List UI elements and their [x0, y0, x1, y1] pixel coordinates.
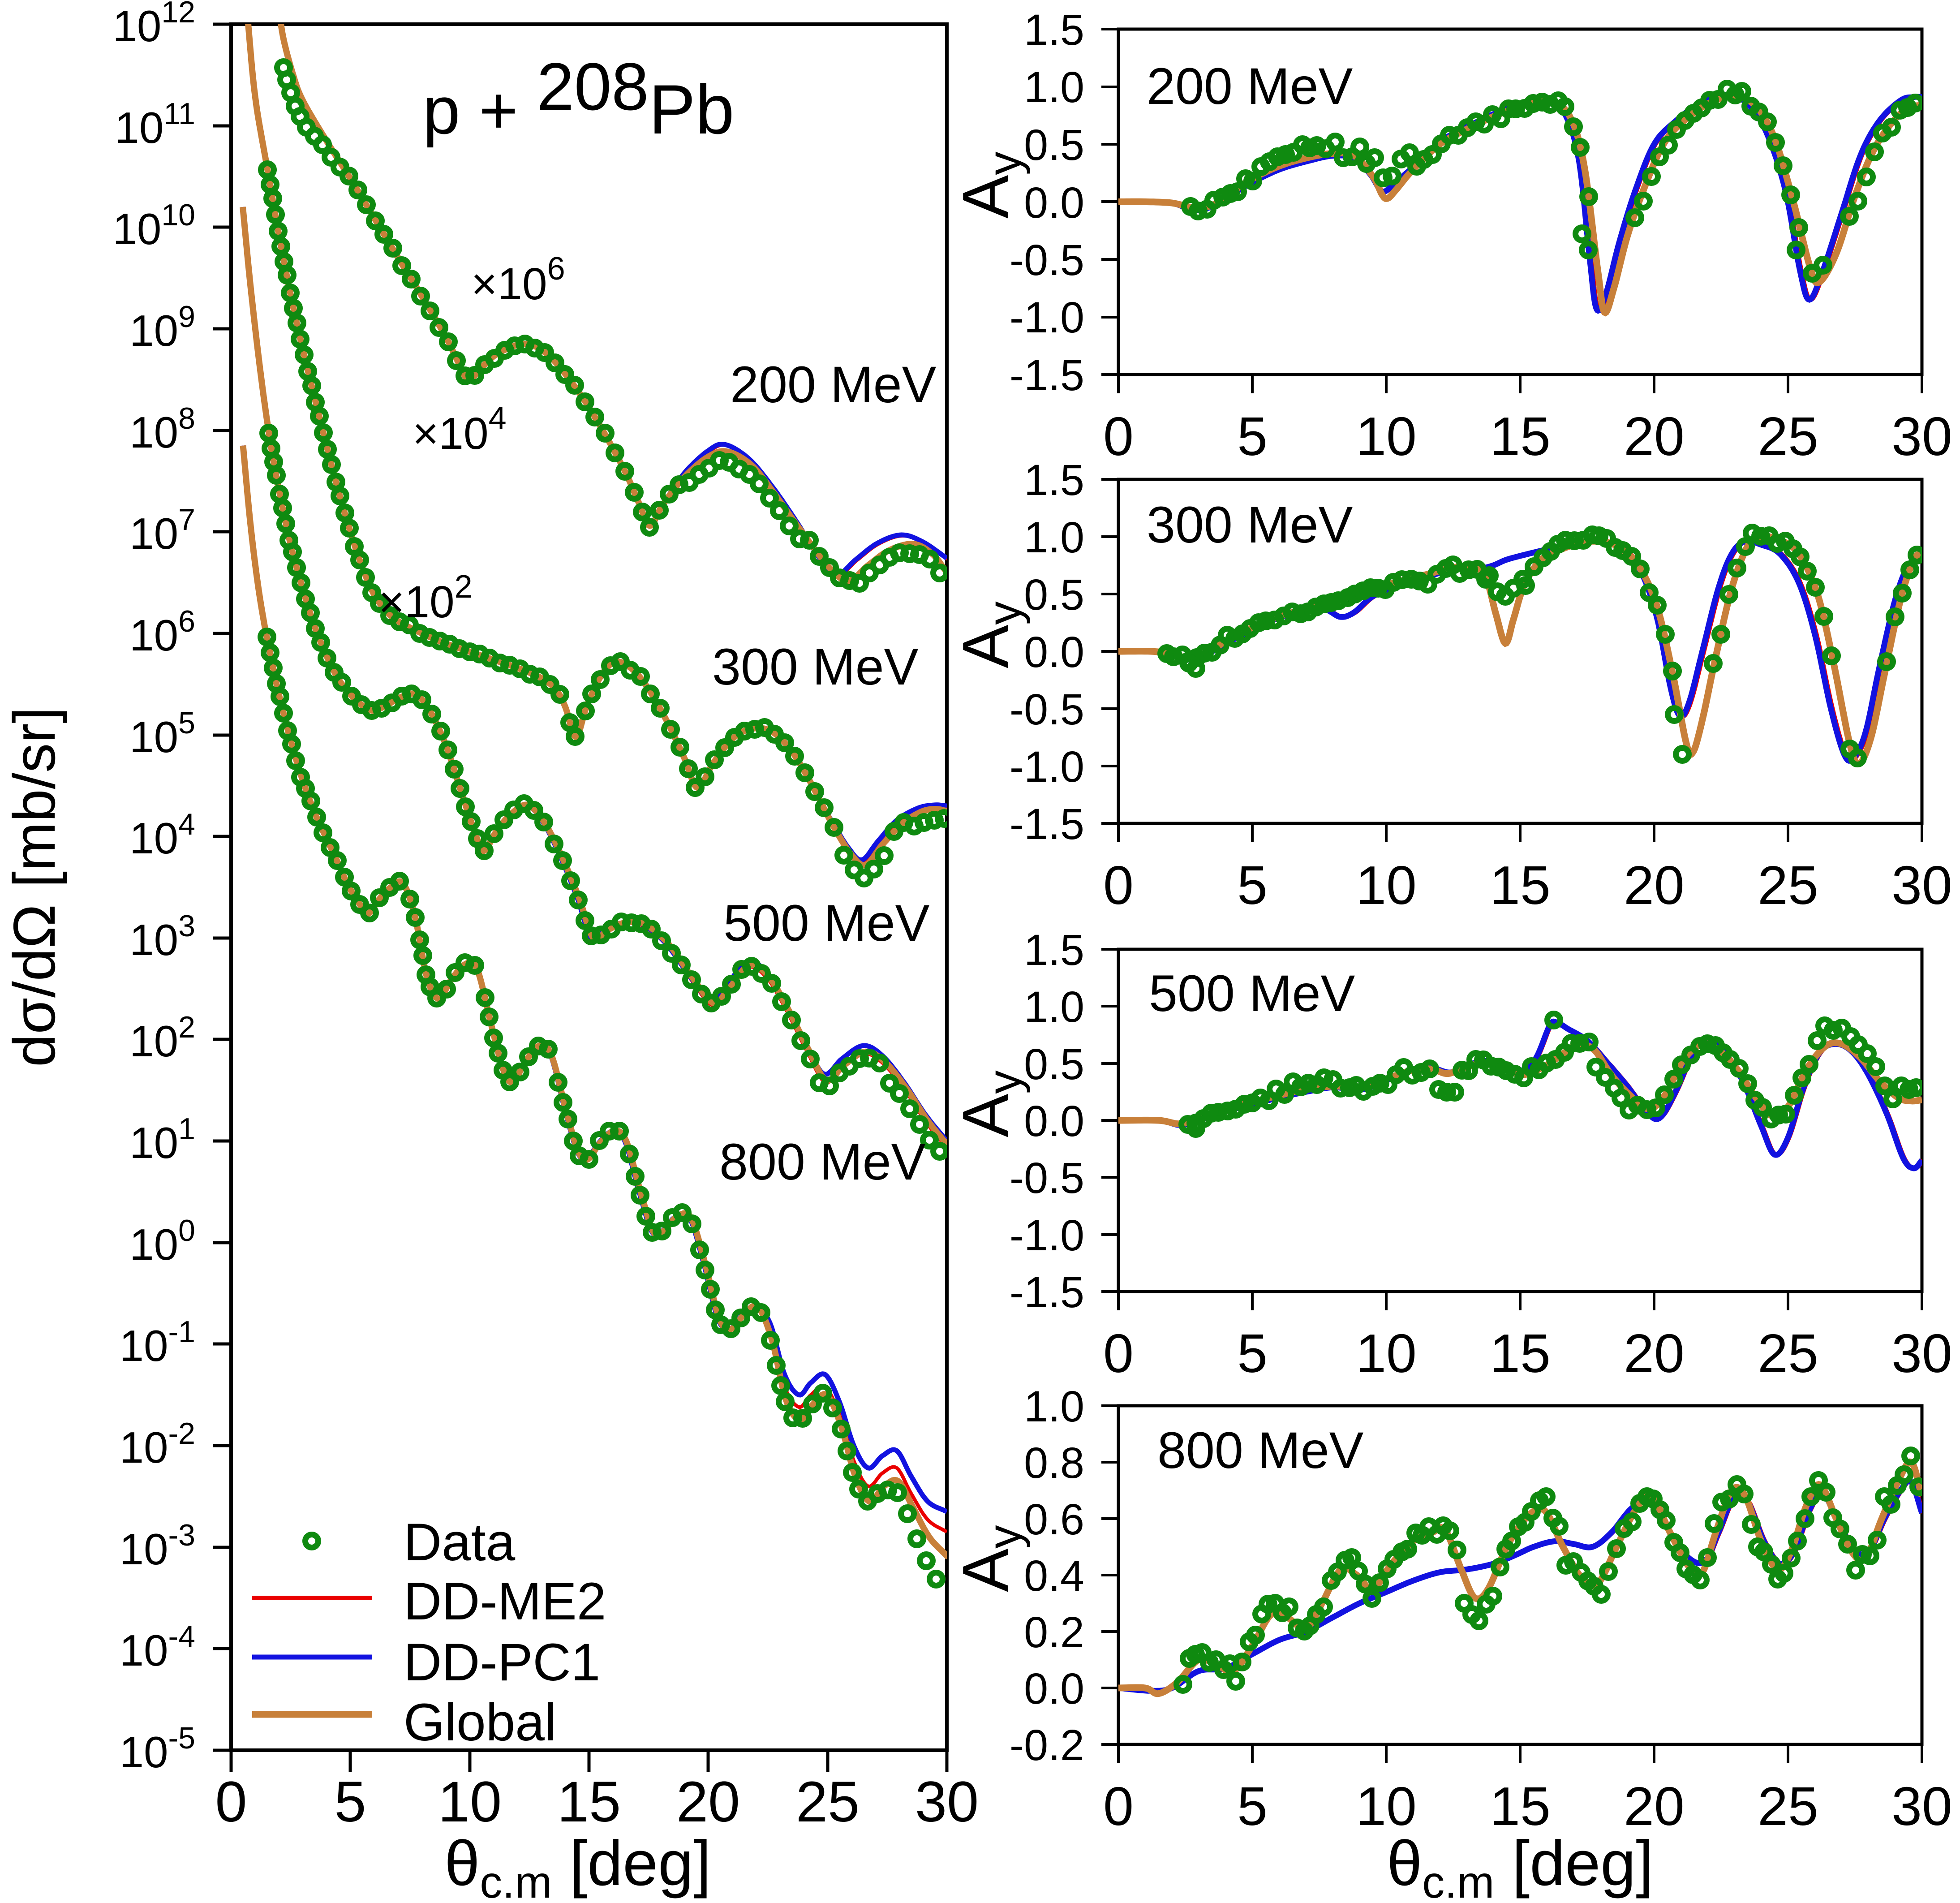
svg-text:Global: Global	[404, 1693, 556, 1752]
svg-text:0: 0	[1103, 855, 1134, 916]
svg-text:500 MeV: 500 MeV	[1149, 965, 1355, 1022]
svg-text:1.5: 1.5	[1024, 926, 1084, 974]
svg-text:0.5: 0.5	[1024, 570, 1084, 619]
svg-text:20: 20	[1624, 1776, 1685, 1837]
svg-text:300 MeV: 300 MeV	[1147, 496, 1353, 554]
svg-text:0: 0	[1103, 406, 1134, 467]
svg-text:30: 30	[1891, 1776, 1952, 1837]
svg-text:20: 20	[676, 1770, 740, 1834]
svg-text:5: 5	[1237, 1776, 1268, 1837]
svg-text:-0.5: -0.5	[1010, 685, 1084, 734]
svg-text:-1.5: -1.5	[1010, 351, 1084, 400]
svg-text:DD-PC1: DD-PC1	[404, 1633, 600, 1692]
svg-text:0: 0	[1103, 1323, 1134, 1384]
svg-text:15: 15	[1490, 406, 1551, 467]
svg-text:30: 30	[915, 1770, 979, 1834]
svg-text:5: 5	[1237, 855, 1268, 916]
svg-text:15: 15	[1490, 855, 1551, 916]
svg-text:1.0: 1.0	[1024, 63, 1084, 112]
svg-text:1.5: 1.5	[1024, 456, 1084, 504]
svg-text:0.0: 0.0	[1024, 1664, 1084, 1713]
svg-text:30: 30	[1891, 406, 1952, 467]
svg-text:0: 0	[215, 1770, 247, 1834]
svg-text:-0.5: -0.5	[1010, 236, 1084, 284]
svg-text:300 MeV: 300 MeV	[712, 638, 919, 696]
svg-text:0.4: 0.4	[1024, 1551, 1084, 1600]
svg-text:10: 10	[1356, 1323, 1417, 1384]
svg-text:109: 109	[129, 300, 195, 355]
svg-text:0.6: 0.6	[1024, 1495, 1084, 1544]
svg-text:800 MeV: 800 MeV	[719, 1133, 926, 1191]
svg-text:25: 25	[1758, 406, 1818, 467]
svg-text:20: 20	[1624, 406, 1685, 467]
svg-text:15: 15	[1490, 1776, 1551, 1837]
svg-text:10-1: 10-1	[120, 1315, 195, 1370]
svg-text:25: 25	[1758, 855, 1818, 916]
svg-text:-1.0: -1.0	[1010, 742, 1084, 791]
svg-text:107: 107	[129, 503, 195, 558]
svg-text:-1.0: -1.0	[1010, 1211, 1084, 1260]
svg-text:-1.5: -1.5	[1010, 800, 1084, 848]
svg-text:15: 15	[557, 1770, 621, 1834]
svg-text:0.8: 0.8	[1024, 1438, 1084, 1487]
svg-text:500 MeV: 500 MeV	[723, 895, 930, 952]
svg-text:-1.5: -1.5	[1010, 1268, 1084, 1317]
svg-text:0: 0	[1103, 1776, 1134, 1837]
svg-text:-0.5: -0.5	[1010, 1154, 1084, 1202]
svg-text:20: 20	[1624, 1323, 1685, 1384]
svg-text:200 MeV: 200 MeV	[1147, 58, 1353, 115]
svg-text:0.5: 0.5	[1024, 1040, 1084, 1089]
svg-text:10: 10	[1356, 855, 1417, 916]
svg-text:1.0: 1.0	[1024, 513, 1084, 562]
svg-text:0.0: 0.0	[1024, 178, 1084, 227]
svg-text:5: 5	[334, 1770, 366, 1834]
svg-text:10-3: 10-3	[120, 1518, 195, 1574]
svg-text:Data: Data	[404, 1513, 516, 1572]
svg-text:10: 10	[438, 1770, 502, 1834]
svg-text:DD-ME2: DD-ME2	[404, 1572, 606, 1631]
svg-text:1.5: 1.5	[1024, 5, 1084, 54]
svg-text:105: 105	[129, 706, 195, 762]
svg-text:25: 25	[1758, 1323, 1818, 1384]
svg-text:5: 5	[1237, 1323, 1268, 1384]
svg-text:1.0: 1.0	[1024, 982, 1084, 1031]
svg-text:200 MeV: 200 MeV	[730, 356, 937, 413]
svg-text:15: 15	[1490, 1323, 1551, 1384]
svg-text:30: 30	[1891, 1323, 1952, 1384]
svg-text:1010: 1010	[112, 198, 195, 254]
svg-text:10: 10	[1356, 406, 1417, 467]
svg-text:10: 10	[1356, 1776, 1417, 1837]
svg-text:5: 5	[1237, 406, 1268, 467]
svg-text:-1.0: -1.0	[1010, 293, 1084, 342]
svg-text:1.0: 1.0	[1024, 1382, 1084, 1431]
svg-text:0.0: 0.0	[1024, 1097, 1084, 1145]
svg-text:0.0: 0.0	[1024, 628, 1084, 676]
svg-text:20: 20	[1624, 855, 1685, 916]
svg-text:800 MeV: 800 MeV	[1157, 1422, 1364, 1479]
svg-text:0.2: 0.2	[1024, 1608, 1084, 1657]
svg-text:30: 30	[1891, 855, 1952, 916]
svg-text:25: 25	[796, 1770, 860, 1834]
svg-text:θc.m [deg]: θc.m [deg]	[1387, 1828, 1653, 1903]
svg-text:25: 25	[1758, 1776, 1818, 1837]
svg-text:-0.2: -0.2	[1010, 1721, 1084, 1770]
svg-text:dσ/dΩ [mb/sr]: dσ/dΩ [mb/sr]	[1, 707, 67, 1067]
svg-text:0.5: 0.5	[1024, 121, 1084, 169]
